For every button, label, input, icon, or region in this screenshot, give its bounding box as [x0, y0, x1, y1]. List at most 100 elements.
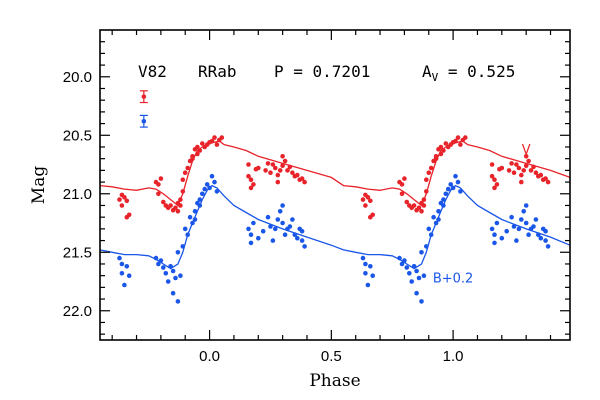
data-point-v [421, 203, 427, 208]
data-point-b-0-2 [407, 271, 412, 276]
data-point-v [365, 195, 371, 200]
data-point-b-0-2 [251, 220, 256, 226]
data-point-v [416, 205, 422, 211]
data-point-v [270, 162, 276, 167]
data-point-v [178, 203, 183, 208]
data-point-v [538, 172, 544, 178]
data-point-b-0-2 [178, 273, 183, 279]
data-point-b-0-2 [494, 220, 500, 226]
data-point-v [280, 163, 285, 168]
data-point-b-0-2 [290, 217, 295, 222]
data-point-v [180, 189, 186, 194]
data-point-v [516, 165, 522, 171]
data-point-v [200, 141, 205, 146]
data-point-b-0-2 [170, 268, 176, 274]
data-point-b-0-2 [197, 203, 203, 208]
data-point-b-0-2 [450, 185, 456, 191]
x-tick-label: 0.0 [199, 348, 220, 365]
data-point-b-0-2 [122, 282, 127, 288]
data-point-v [543, 176, 548, 181]
data-point-b-0-2 [416, 275, 422, 281]
data-point-v [455, 135, 461, 140]
data-point-v [180, 177, 186, 182]
data-point-v [251, 182, 256, 187]
y-tick-label: 21.0 [63, 186, 92, 203]
data-point-v [214, 142, 220, 147]
data-point-b-0-2 [441, 197, 446, 202]
data-point-v [285, 168, 290, 173]
data-point-b-0-2 [156, 261, 161, 267]
data-point-b-0-2 [402, 258, 407, 263]
data-point-b-0-2 [190, 220, 195, 226]
amplitude-value: = 0.525 [438, 62, 515, 81]
data-point-v [195, 144, 200, 150]
data-point-v [265, 161, 271, 166]
data-point-b-0-2 [441, 203, 446, 208]
data-point-b-0-2 [409, 279, 415, 284]
data-point-b-0-2 [545, 244, 551, 249]
data-point-b-0-2 [197, 197, 203, 202]
data-point-v [248, 177, 254, 182]
data-point-b-0-2 [414, 290, 419, 296]
data-point-v [248, 185, 254, 191]
series-label-v: V [522, 143, 531, 158]
data-point-b-0-2 [265, 214, 271, 220]
data-point-b-0-2 [207, 185, 212, 191]
data-point-v [531, 164, 536, 170]
data-point-b-0-2 [526, 232, 531, 237]
y-tick-label: 20.0 [63, 69, 92, 86]
data-point-b-0-2 [455, 179, 461, 185]
data-point-b-0-2 [370, 273, 376, 279]
error-bar-b [139, 114, 148, 128]
data-point-v [295, 172, 300, 178]
data-point-b-0-2 [365, 282, 371, 288]
data-point-v [156, 191, 161, 197]
data-point-v [399, 191, 405, 197]
data-point-b-0-2 [514, 238, 519, 243]
data-point-v [511, 170, 517, 175]
data-point-b-0-2 [299, 228, 305, 234]
data-point-v [438, 144, 444, 150]
amplitude-subscript: V [432, 71, 439, 84]
data-point-b-0-2 [282, 232, 288, 237]
data-point-b-0-2 [119, 271, 125, 276]
data-point-b-0-2 [175, 299, 181, 304]
data-point-b-0-2 [268, 224, 273, 229]
data-point-v [514, 162, 519, 167]
data-point-b-0-2 [302, 244, 307, 249]
data-point-v [275, 172, 281, 178]
data-point-b-0-2 [443, 191, 449, 197]
data-point-b-0-2 [165, 279, 171, 284]
data-point-b-0-2 [431, 214, 436, 220]
data-point-v [173, 205, 178, 211]
data-point-v [443, 141, 449, 146]
data-point-b-0-2 [158, 258, 164, 263]
data-point-v [492, 185, 497, 191]
data-point-b-0-2 [536, 232, 541, 237]
data-point-b-0-2 [531, 224, 536, 229]
data-point-v [212, 135, 217, 140]
data-point-v [122, 195, 127, 200]
data-point-v [419, 209, 424, 214]
data-point-b-0-2 [200, 191, 205, 197]
data-point-v [175, 209, 181, 214]
data-point-b-0-2 [124, 264, 130, 269]
data-point-b-0-2 [180, 244, 186, 249]
data-point-v [506, 168, 512, 173]
data-point-b-0-2 [192, 209, 198, 214]
data-point-b-0-2 [168, 264, 173, 269]
data-point-v [302, 179, 307, 185]
data-point-v [255, 165, 261, 171]
data-point-v [533, 170, 539, 175]
data-point-v [299, 176, 305, 181]
data-point-v [526, 158, 531, 164]
data-point-b-0-2 [492, 232, 497, 237]
data-point-b-0-2 [117, 255, 122, 261]
data-point-v [453, 138, 458, 144]
data-point-v [360, 197, 366, 202]
data-point-v [421, 197, 427, 202]
data-point-b-0-2 [414, 268, 419, 274]
data-point-v [428, 165, 434, 171]
data-point-b-0-2 [543, 238, 548, 243]
